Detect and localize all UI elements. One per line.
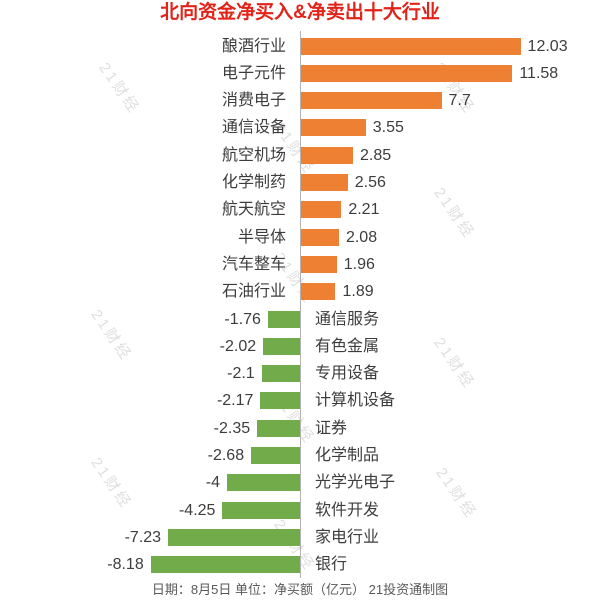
category-label: 半导体 [237, 228, 286, 246]
value-label: -7.23 [124, 528, 162, 546]
bar [301, 92, 442, 110]
value-label: -2.35 [213, 419, 251, 437]
category-label: 航天航空 [221, 201, 286, 219]
category-label: 化学制品 [315, 447, 380, 464]
bar [260, 392, 300, 410]
value-label: -2.17 [216, 392, 254, 410]
category-label: 消费电子 [221, 92, 286, 110]
bar [222, 501, 300, 519]
category-label: 电子元件 [221, 64, 286, 82]
value-label: 7.7 [448, 92, 471, 110]
category-label: 通信设备 [221, 119, 286, 137]
value-label: -4.25 [178, 501, 216, 519]
bar [257, 419, 300, 437]
bar [301, 37, 521, 55]
value-label: 2.08 [345, 228, 378, 246]
value-label: 2.85 [360, 146, 392, 164]
bar [263, 337, 300, 355]
bar [227, 474, 300, 492]
value-label: -2.02 [219, 337, 257, 355]
category-label: 计算机设备 [315, 392, 396, 410]
category-label: 航空机场 [221, 146, 286, 164]
value-label: 3.55 [372, 119, 404, 137]
bar [261, 365, 300, 383]
category-label: 化学制药 [221, 174, 286, 191]
value-label: -8.18 [107, 556, 144, 574]
value-label: -2.68 [207, 447, 245, 464]
bar [301, 283, 336, 301]
bar [301, 119, 366, 137]
chart-title: 北向资金净买入&净卖出十大行业 [160, 2, 440, 23]
category-label: 汽车整车 [221, 255, 286, 273]
category-label: 光学光电子 [315, 474, 396, 492]
bar [251, 447, 300, 464]
bar [301, 64, 513, 82]
category-label: 银行 [315, 556, 348, 574]
bar [301, 146, 353, 164]
category-label: 专用设备 [315, 365, 380, 383]
bar [301, 201, 342, 219]
value-label: -4 [205, 474, 220, 492]
category-label: 证券 [315, 419, 348, 437]
category-label: 通信服务 [315, 310, 380, 328]
category-label: 酿酒行业 [221, 37, 286, 55]
value-label: 11.58 [519, 64, 559, 82]
bar [267, 310, 300, 328]
value-label: 2.21 [348, 201, 380, 219]
value-label: 12.03 [527, 37, 568, 55]
value-label: -2.1 [227, 365, 255, 383]
bar [168, 528, 300, 546]
bar [301, 255, 337, 273]
chart-footer: 日期：8月5日 单位：净买额（亿元） 21投资通制图 [151, 582, 449, 597]
bar [301, 174, 348, 191]
bar [301, 228, 339, 246]
zero-axis-line [300, 31, 301, 578]
value-label: 1.89 [342, 283, 374, 301]
value-label: -1.76 [224, 310, 261, 328]
value-label: 2.56 [354, 174, 386, 191]
category-label: 家电行业 [315, 528, 380, 546]
category-label: 石油行业 [221, 283, 286, 301]
category-label: 有色金属 [315, 337, 380, 355]
value-label: 1.96 [343, 255, 375, 273]
category-label: 软件开发 [315, 501, 380, 519]
bar [150, 556, 300, 574]
